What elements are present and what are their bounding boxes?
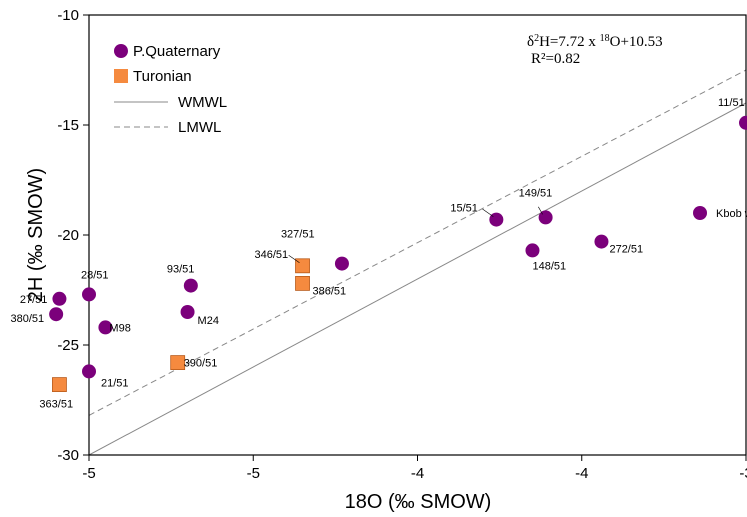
quaternary-point bbox=[739, 115, 747, 130]
point-label: 28/51 bbox=[81, 269, 109, 281]
legend: P.Quaternary Turonian WMWL LMWL bbox=[114, 43, 227, 136]
label-leader-line bbox=[288, 254, 300, 264]
point-label: 93/51 bbox=[167, 264, 195, 276]
point-label: M98 bbox=[109, 322, 130, 334]
quaternary-point bbox=[334, 256, 349, 271]
point-label: 386/51 bbox=[313, 285, 347, 297]
quaternary-point bbox=[693, 206, 708, 220]
annotation-label: 327/51 bbox=[281, 229, 315, 241]
point-label: Kbob wadi bbox=[716, 208, 747, 220]
y-tick-label: -20 bbox=[57, 227, 79, 244]
wmwl-line bbox=[89, 102, 746, 455]
y-tick-label: -25 bbox=[57, 337, 79, 354]
y-tick-label: -10 bbox=[57, 7, 79, 24]
x-axis: -5 -5 -4 -4 -3 bbox=[82, 455, 747, 482]
quaternary-point bbox=[49, 307, 64, 322]
legend-lmwl-label: LMWL bbox=[178, 119, 221, 136]
quaternary-point bbox=[525, 243, 540, 258]
turonian-point bbox=[295, 275, 310, 291]
quaternary-point bbox=[538, 210, 553, 225]
quaternary-point bbox=[82, 364, 96, 379]
label-leader-line bbox=[482, 208, 494, 217]
equation-line: δ2H=7.72 x 18O+10.53 bbox=[527, 33, 663, 51]
quaternary-point bbox=[98, 320, 113, 335]
x-tick-label: -4 bbox=[411, 465, 424, 482]
x-tick-label: -5 bbox=[247, 465, 260, 482]
turonian-point bbox=[52, 377, 67, 393]
point-label: M24 bbox=[198, 315, 219, 327]
legend-turonian-label: Turonian bbox=[133, 68, 192, 85]
point-label: 272/51 bbox=[609, 244, 643, 256]
quaternary-point bbox=[180, 305, 195, 319]
quaternary-point bbox=[52, 291, 67, 306]
point-label: 380/51 bbox=[10, 313, 44, 325]
point-label: 390/51 bbox=[184, 358, 218, 370]
point-label: 346/51 bbox=[255, 249, 289, 261]
point-label: 149/51 bbox=[519, 187, 553, 199]
point-label: 15/51 bbox=[450, 203, 478, 215]
point-label: 148/51 bbox=[532, 260, 566, 272]
y-axis-title: 2H (‰ SMOW) bbox=[25, 168, 47, 302]
quaternary-point bbox=[183, 278, 198, 293]
point-label: 11/51 bbox=[718, 97, 745, 109]
legend-wmwl-label: WMWL bbox=[178, 94, 227, 111]
quaternary-point bbox=[82, 287, 96, 302]
point-label: 21/51 bbox=[101, 377, 129, 389]
point-label: 27/51 bbox=[20, 294, 48, 306]
x-tick-label: -3 bbox=[739, 465, 747, 482]
quaternary-point bbox=[594, 234, 609, 249]
data-points bbox=[49, 115, 747, 393]
y-tick-label: -15 bbox=[57, 117, 79, 134]
legend-turonian-marker bbox=[114, 69, 128, 83]
turonian-point bbox=[170, 355, 186, 371]
reference-lines bbox=[89, 69, 746, 455]
label-leader-line bbox=[538, 206, 543, 215]
x-axis-title: 18O (‰ SMOW) bbox=[345, 491, 492, 513]
x-tick-label: -5 bbox=[82, 465, 95, 482]
legend-quaternary-label: P.Quaternary bbox=[133, 43, 221, 60]
r-squared-text: R²=0.82 bbox=[531, 51, 580, 67]
x-tick-label: -4 bbox=[575, 465, 588, 482]
y-axis: -30 -25 -20 -15 -10 bbox=[57, 7, 89, 464]
y-tick-label: -30 bbox=[57, 447, 79, 464]
point-label: 363/51 bbox=[39, 399, 73, 411]
legend-quaternary-marker bbox=[114, 44, 128, 58]
lmwl-line bbox=[89, 69, 746, 416]
point-labels: 27/51 28/51 380/51 M98 93/51 M24 21/51 15/51 149… bbox=[10, 97, 747, 411]
turonian-point bbox=[295, 258, 310, 274]
quaternary-point bbox=[489, 212, 504, 227]
